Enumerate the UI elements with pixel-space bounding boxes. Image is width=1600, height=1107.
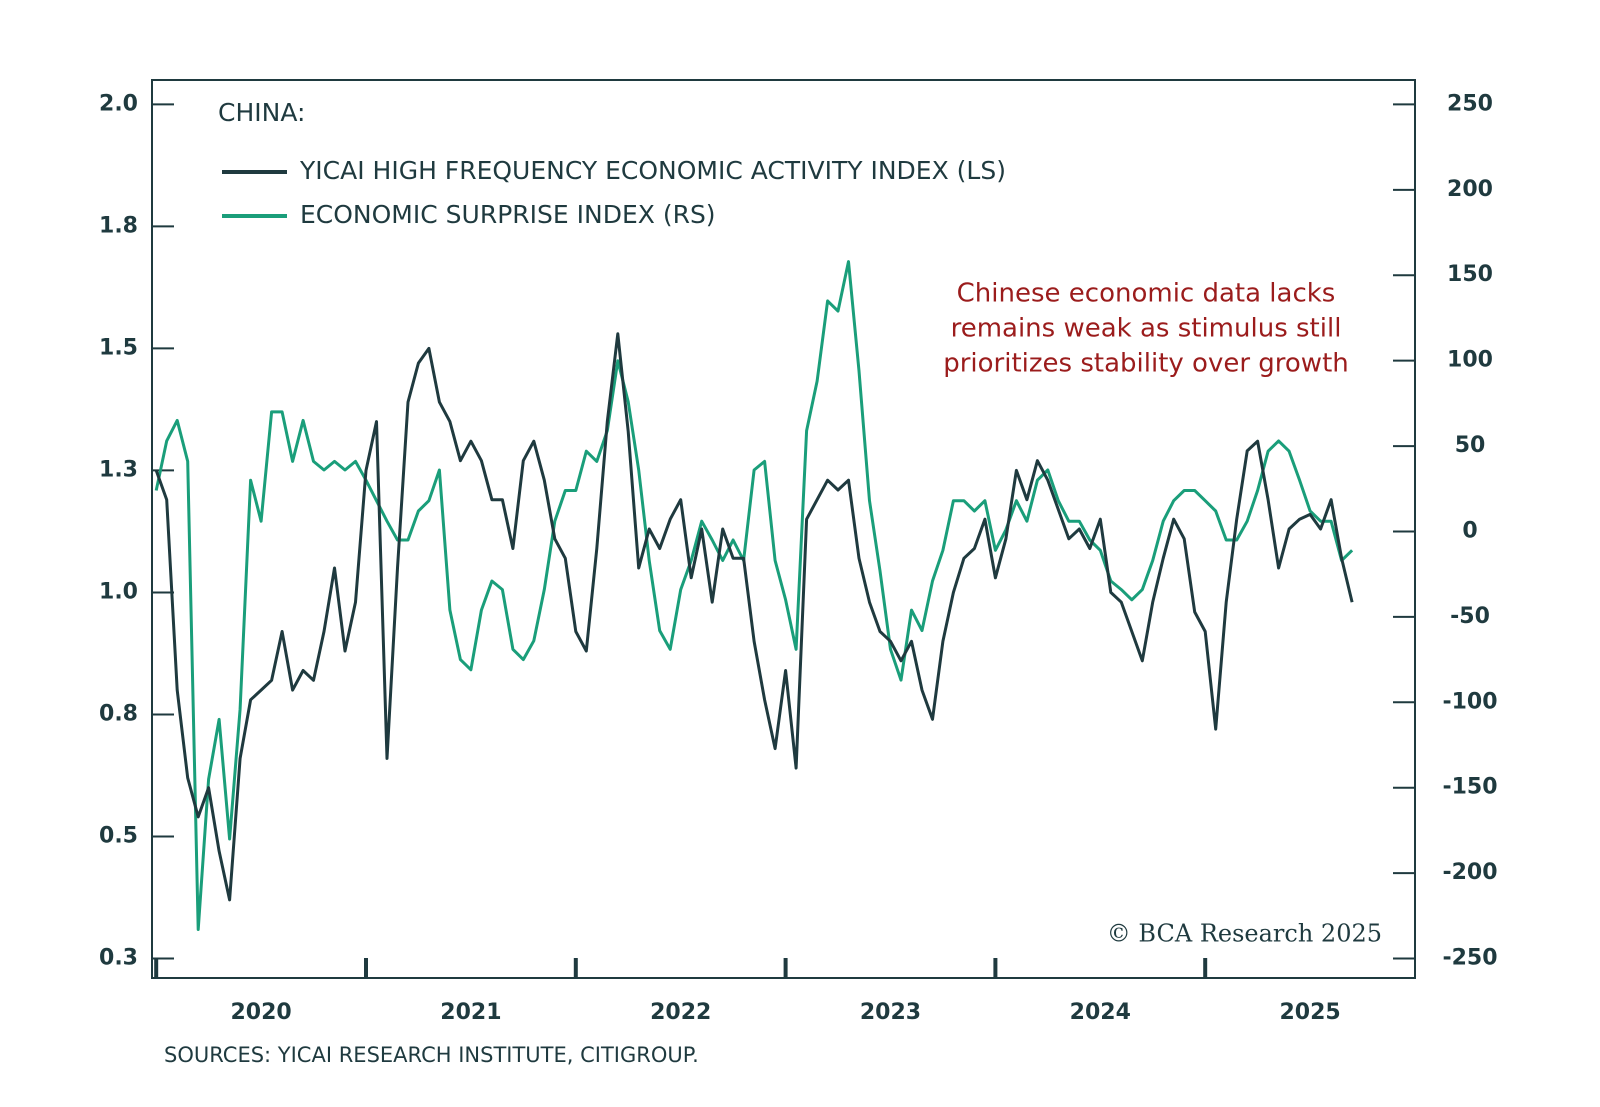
y2-tick-label: 0 xyxy=(1462,518,1477,543)
y2-tick-label: -100 xyxy=(1442,689,1497,714)
copyright: © BCA Research 2025 xyxy=(1107,920,1382,948)
x-tick-label: 2025 xyxy=(1279,1000,1340,1025)
y-tick-label: 0.3 xyxy=(99,945,138,970)
series-line xyxy=(154,332,1354,902)
legend-label: YICAI HIGH FREQUENCY ECONOMIC ACTIVITY I… xyxy=(299,156,1006,185)
y-tick-label: 2.0 xyxy=(99,91,138,116)
annotation: remains weak as stimulus still xyxy=(951,314,1342,344)
y-tick-label: 1.8 xyxy=(99,213,138,238)
plot-frame xyxy=(151,79,1416,979)
y-tick-label: 0.5 xyxy=(99,823,138,848)
x-tick-label: 2022 xyxy=(650,1000,711,1025)
y2-tick-label: 200 xyxy=(1447,177,1493,202)
y2-tick-label: 100 xyxy=(1447,348,1493,373)
y2-tick-label: 150 xyxy=(1447,262,1493,287)
x-tick-label: 2024 xyxy=(1070,1000,1131,1025)
x-tick-label: 2021 xyxy=(440,1000,501,1025)
x-tick-label: 2020 xyxy=(230,1000,291,1025)
y-tick-label: 0.8 xyxy=(99,701,138,726)
legend-label: ECONOMIC SURPRISE INDEX (RS) xyxy=(300,200,716,229)
x-tick-label: 2023 xyxy=(860,1000,921,1025)
series-line xyxy=(154,260,1354,931)
chart-title: CHINA: xyxy=(218,98,305,127)
y2-tick-label: -200 xyxy=(1442,860,1497,885)
y2-tick-label: -250 xyxy=(1442,946,1497,971)
y2-tick-label: -150 xyxy=(1442,775,1497,800)
source-note: SOURCES: YICAI RESEARCH INSTITUTE, CITIG… xyxy=(164,1043,699,1067)
y-tick-label: 1.0 xyxy=(99,579,138,604)
y-tick-label: 1.3 xyxy=(99,457,138,482)
y-tick-label: 1.5 xyxy=(99,335,138,360)
y2-tick-label: 50 xyxy=(1455,433,1486,458)
annotation: prioritizes stability over growth xyxy=(943,349,1349,379)
y2-tick-label: -50 xyxy=(1450,604,1490,629)
y2-tick-label: 250 xyxy=(1447,91,1493,116)
annotation: Chinese economic data lacks xyxy=(957,279,1336,309)
